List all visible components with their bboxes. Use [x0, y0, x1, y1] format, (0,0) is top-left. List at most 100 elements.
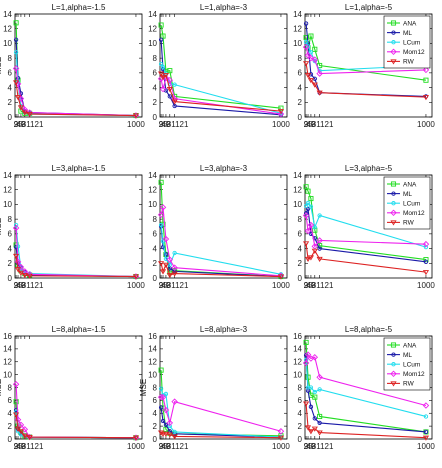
data-point	[312, 394, 318, 400]
panel-title: L=8,alpha=-5	[345, 325, 393, 334]
data-point	[17, 263, 25, 271]
data-point	[13, 20, 19, 26]
y-tick-label: 8	[153, 54, 158, 63]
y-tick-label: 16	[3, 332, 12, 341]
panel-title: L=1,alpha=-1.5	[52, 3, 106, 12]
data-point	[390, 48, 397, 56]
y-tick-label: 2	[8, 259, 13, 268]
data-point	[159, 393, 167, 401]
data-point	[390, 381, 397, 387]
y-tick-label: 16	[148, 332, 157, 341]
data-point	[14, 426, 22, 432]
panel-title: L=3,alpha=-1.5	[52, 164, 106, 173]
data-point	[26, 109, 33, 116]
series-line	[160, 73, 282, 112]
y-tick-label: 14	[148, 10, 157, 19]
data-point	[312, 416, 317, 421]
data-point	[26, 271, 33, 278]
y-tick-label: 2	[298, 98, 303, 107]
y-tick-label: 12	[3, 186, 12, 195]
data-point	[160, 33, 166, 39]
data-point	[157, 393, 165, 401]
data-point	[422, 66, 430, 74]
x-tick-label: 81121	[167, 281, 189, 290]
y-tick-label: 10	[293, 39, 302, 48]
y-tick-label: 6	[153, 396, 158, 405]
x-tick-label: 25	[14, 281, 23, 290]
y-tick-label: 8	[298, 383, 303, 392]
axes-box	[159, 174, 288, 279]
data-point	[132, 274, 140, 280]
y-tick-label: 14	[293, 10, 302, 19]
series-line	[160, 388, 281, 438]
y-tick-label: 10	[3, 200, 12, 209]
data-point	[317, 413, 323, 420]
y-tick-label: 12	[3, 25, 12, 34]
data-point	[317, 420, 322, 426]
panel-title: L=8,alpha=-3	[200, 325, 248, 334]
data-point	[159, 85, 167, 93]
x-tick-label: 81121	[312, 281, 334, 290]
data-point	[317, 387, 322, 392]
y-tick-label: 14	[148, 171, 157, 180]
y-tick-label: 8	[8, 383, 13, 392]
legend: ANA ML LCum Mom12 RW	[383, 176, 431, 230]
x-tick-label: 1000	[272, 120, 290, 129]
data-point	[163, 391, 169, 397]
y-tick-label: 0	[153, 274, 158, 283]
x-tick-label: 81121	[22, 281, 44, 290]
data-point	[166, 419, 174, 427]
data-point	[171, 434, 178, 440]
data-point	[422, 402, 430, 409]
y-tick-label: 2	[8, 422, 13, 431]
data-point	[166, 256, 174, 263]
axes-box	[14, 13, 143, 118]
data-point	[166, 432, 173, 438]
data-point	[305, 200, 311, 206]
x-tick-label: 9	[14, 442, 19, 451]
y-tick-label: 4	[153, 83, 158, 92]
data-point	[158, 37, 164, 42]
panel-title: L=8,alpha=-1.5	[52, 325, 106, 334]
y-tick-label: 12	[293, 358, 302, 367]
legend-label: LCum	[403, 362, 420, 369]
series-line	[15, 414, 136, 439]
y-tick-label: 12	[148, 186, 157, 195]
data-point	[304, 425, 312, 431]
y-tick-label: 0	[153, 435, 158, 444]
series-line	[160, 224, 282, 275]
legend-label: Mom12	[403, 49, 425, 56]
axes-box	[14, 335, 143, 440]
legend-label: ANA	[403, 342, 417, 349]
data-point	[311, 354, 319, 361]
data-point	[391, 30, 396, 35]
data-point	[305, 374, 311, 380]
y-tick-label: 14	[3, 345, 12, 354]
y-tick-label: 8	[8, 54, 13, 63]
data-point	[167, 262, 172, 267]
x-tick-label: 25	[14, 120, 23, 129]
data-point	[422, 435, 430, 441]
data-point	[302, 61, 310, 67]
data-point	[312, 225, 317, 230]
data-point	[304, 73, 312, 79]
data-point	[159, 269, 167, 275]
x-tick-label: 25	[304, 120, 313, 129]
axes-box	[14, 174, 143, 279]
data-point	[172, 429, 177, 435]
data-point	[390, 20, 397, 26]
legend-label: Mom12	[403, 371, 425, 378]
y-tick-label: 6	[8, 396, 13, 405]
y-tick-label: 4	[8, 244, 13, 253]
data-point	[391, 40, 396, 45]
data-point	[302, 401, 310, 407]
data-point	[159, 204, 167, 211]
data-point	[160, 418, 166, 424]
x-tick-label: 1000	[272, 442, 290, 451]
data-point	[158, 61, 164, 67]
data-point	[160, 239, 166, 244]
data-point	[21, 433, 28, 439]
